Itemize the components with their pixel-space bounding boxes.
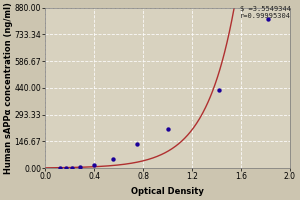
Point: [135, 143, 140, 146]
Point: [92, 163, 97, 166]
Point: [165, 127, 170, 131]
Point: [58, 166, 62, 170]
Y-axis label: Human sAPPα concentration (ng/ml): Human sAPPα concentration (ng/ml): [4, 2, 13, 174]
Text: $ =3.5549344
r=0.99995304: $ =3.5549344 r=0.99995304: [240, 6, 291, 19]
X-axis label: Optical Density: Optical Density: [131, 187, 204, 196]
Point: [217, 88, 221, 91]
Point: [110, 157, 115, 161]
Point: [77, 166, 82, 169]
Point: [70, 166, 75, 169]
Point: [266, 17, 270, 20]
Point: [64, 166, 69, 170]
